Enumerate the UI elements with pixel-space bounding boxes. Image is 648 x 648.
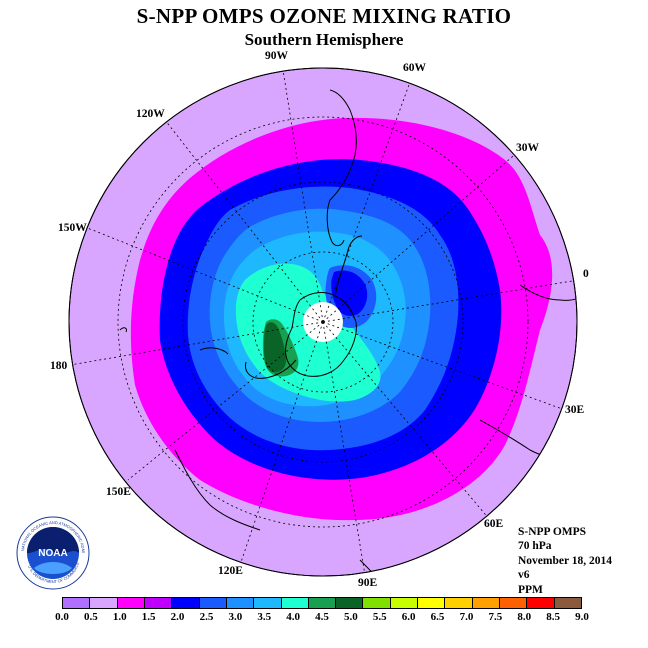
info-version: v6	[518, 569, 530, 582]
colorbar-segment	[390, 598, 419, 608]
lon-label-60e: 60E	[484, 518, 504, 530]
colorbar-segment	[500, 598, 528, 608]
colorbar-segment	[445, 598, 473, 608]
colorbar-tick-label: 2.0	[170, 611, 185, 623]
contour-4-5	[264, 322, 286, 373]
lon-label-30w: 30W	[516, 142, 539, 154]
coastline-antarctica	[199, 235, 363, 379]
contour-low-dark	[331, 270, 368, 316]
lon-label-120w: 120W	[136, 108, 165, 120]
lon-label-120e: 120E	[218, 565, 243, 577]
colorbar-segment	[117, 598, 145, 608]
info-instrument: S-NPP OMPS	[518, 526, 587, 538]
colorbar-segment	[527, 598, 555, 608]
lon-label-150w: 150W	[58, 222, 87, 234]
colorbar-segment	[254, 598, 282, 608]
colorbar-tick-label: 2.5	[199, 611, 214, 623]
info-level: 70 hPa	[518, 540, 552, 553]
colorbar-tick-label: 3.5	[257, 611, 272, 623]
lon-label-30e: 30E	[565, 404, 585, 416]
colorbar-segment	[472, 598, 500, 608]
colorbar-tick-label: 4.5	[315, 611, 329, 623]
colorbar-tick-label: 0.0	[55, 611, 69, 623]
chart-title: S-NPP OMPS OZONE MIXING RATIO	[136, 4, 512, 28]
colorbar-tick-label: 6.0	[401, 611, 416, 623]
colorbar-segment	[308, 598, 337, 608]
map-border	[68, 67, 578, 577]
colorbar-tick-label: 8.5	[546, 611, 560, 623]
colorbar-tick-label: 1.0	[112, 611, 127, 623]
colorbar-segment	[226, 598, 255, 608]
colorbar-segment	[172, 598, 200, 608]
colorbar-tick-label: 5.5	[372, 611, 387, 623]
colorbar-segment	[363, 598, 391, 608]
colorbar-tick-label: 0.5	[84, 611, 98, 623]
colorbar-tick-label: 9.0	[575, 611, 589, 623]
chart-subtitle: Southern Hemisphere	[244, 30, 404, 49]
colorbar-tick-label: 1.5	[141, 611, 156, 623]
colorbar-tick-label: 5.0	[344, 611, 358, 623]
colorbar-segment	[554, 598, 581, 608]
colorbar-tick-label: 6.5	[430, 611, 445, 623]
lon-label-150e: 150E	[106, 486, 131, 498]
colorbar-tick-label: 7.0	[459, 611, 474, 623]
graticule	[69, 69, 577, 576]
lon-label-0: 0	[583, 268, 589, 280]
colorbar-segment	[418, 598, 446, 608]
colorbar-labels: 0.0 0.5 1.0 1.5 2.0 2.5 3.0 3.5 4.0 4.5 5.0 5.5 6.0 6…	[0, 611, 648, 625]
lon-label-60w: 60W	[403, 62, 426, 74]
colorbar-segment	[90, 598, 118, 608]
colorbar-segment	[144, 598, 173, 608]
colorbar-segment	[199, 598, 227, 608]
colorbar-segment	[336, 598, 364, 608]
lon-label-90e: 90E	[358, 577, 378, 589]
info-date: November 18, 2014	[518, 554, 613, 567]
lon-label-90w: 90W	[265, 50, 288, 62]
colorbar-segment	[281, 598, 309, 608]
colorbar-segment	[63, 598, 91, 608]
info-block: S-NPP OMPS 70 hPa November 18, 2014 v6 P…	[518, 525, 612, 597]
colorbar	[62, 597, 582, 609]
noaa-logo: NOAA NATIONAL OCEANIC AND ATMOSPHERIC AD…	[16, 516, 90, 590]
colorbar-tick-label: 7.5	[488, 611, 503, 623]
noaa-logo-text: NOAA	[38, 548, 67, 559]
colorbar-tick-label: 4.0	[286, 611, 300, 623]
colorbar-tick-label: 3.0	[228, 611, 243, 623]
colorbar-tick-label: 8.0	[517, 611, 532, 623]
info-units: PPM	[518, 583, 543, 596]
lon-label-180: 180	[50, 360, 68, 372]
